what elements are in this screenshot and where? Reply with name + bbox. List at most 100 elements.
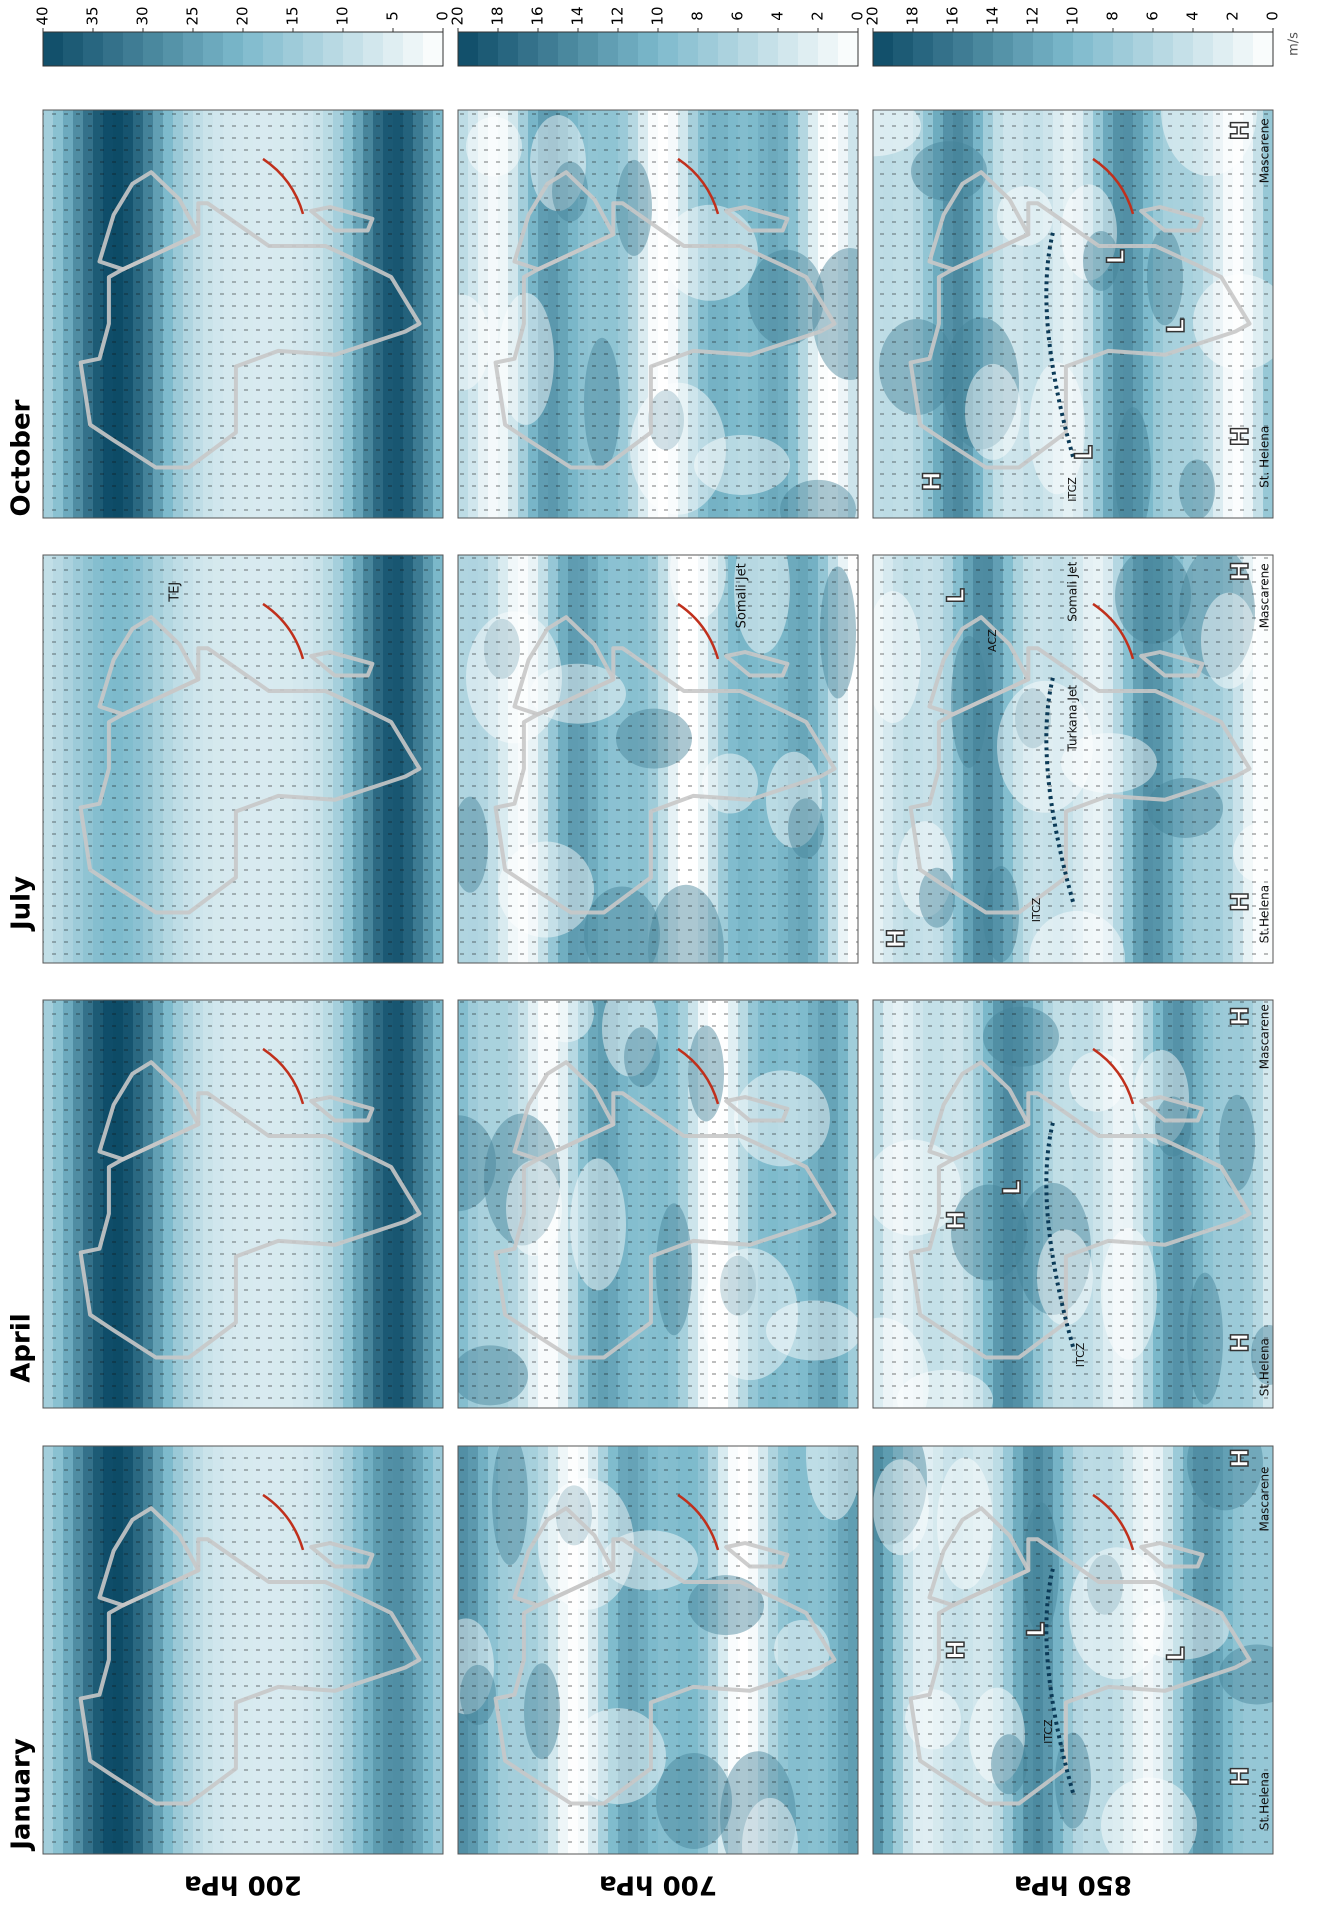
pressure-center: H (942, 1210, 970, 1230)
colorbar-tick-label: 2 (1224, 11, 1242, 21)
colorbar-tick-label: 5 (384, 11, 402, 21)
colorbar-segment (103, 32, 124, 66)
map-panel (434, 110, 888, 540)
colorbar-segment (223, 32, 244, 66)
map-annotation: St.Helena (1258, 1772, 1272, 1830)
colorbar-segment (838, 32, 859, 66)
colorbar-segment (1153, 32, 1174, 66)
colorbar-segment (1213, 32, 1234, 66)
colorbar-segment (1193, 32, 1214, 66)
month-label: April (7, 1313, 37, 1382)
colorbar-tick-label: 12 (1024, 6, 1042, 25)
wind-vectors (43, 1446, 443, 1854)
pressure-center: H (1226, 1006, 1254, 1026)
map-annotation: ITCZ (1066, 477, 1079, 502)
panel-content (43, 110, 444, 518)
map-annotation: ITCZ (1074, 1342, 1087, 1367)
colorbar-tick-label: 10 (1064, 6, 1082, 25)
map-annotation: Turkana Jet (1066, 685, 1080, 753)
map-panel: HSt.HelenaHMascareneHLLITCZ (851, 1413, 1295, 1874)
pressure-center: H (918, 471, 946, 491)
colorbar-tick-label: 20 (864, 6, 882, 25)
colorbar-segment (973, 32, 994, 66)
colorbar-segment (1053, 32, 1074, 66)
colorbar-segment (598, 32, 619, 66)
colorbar-segment (1133, 32, 1154, 66)
wind-vectors (458, 1000, 858, 1408)
pressure-center: H (1226, 1333, 1254, 1353)
map-annotation: ITCZ (1042, 1719, 1055, 1744)
pressure-center: L (1022, 1622, 1050, 1637)
map-annotation: St. Helena (1258, 426, 1272, 488)
pressure-center: L (1162, 319, 1190, 334)
colorbar-tick-label: 10 (334, 6, 352, 25)
colorbar-segment (718, 32, 739, 66)
colorbar-segment (578, 32, 599, 66)
colorbar-segment (203, 32, 224, 66)
pressure-center: L (1162, 1646, 1190, 1661)
colorbar-tick-label: 4 (769, 11, 787, 21)
colorbar-tick-label: 14 (569, 6, 587, 25)
colorbar-tick-label: 0 (1264, 11, 1282, 21)
colorbar-tick-label: 14 (984, 6, 1002, 25)
map-annotation: ACZ (986, 629, 999, 652)
colorbar-tick-label: 25 (184, 6, 202, 25)
panel-content (833, 1000, 1287, 1450)
colorbar-segment (423, 32, 444, 66)
colorbar-segment (303, 32, 324, 66)
colorbar-tick-label: 30 (134, 6, 152, 25)
colorbar-tick-label: 16 (944, 6, 962, 25)
colorbar-segment (698, 32, 719, 66)
map-annotation: TEJ (168, 582, 183, 603)
colorbar-segment (758, 32, 779, 66)
colorbar-segment (893, 32, 914, 66)
colorbar-segment (403, 32, 424, 66)
colorbar-segment (1113, 32, 1134, 66)
colorbar-segment (383, 32, 404, 66)
map-annotation: Mascarene (1258, 118, 1272, 183)
wind-vectors (458, 1446, 858, 1854)
panel-content (438, 1388, 862, 1894)
colorbar-tick-label: 4 (1184, 11, 1202, 21)
colorbar-tick-label: 18 (489, 6, 507, 25)
colorbar-tick-label: 2 (809, 11, 827, 21)
colorbar-segment (323, 32, 344, 66)
colorbar-segment (283, 32, 304, 66)
colorbar-tick-label: 20 (234, 6, 252, 25)
map-annotation: Mascarene (1258, 1004, 1272, 1069)
level-label: 200 hPa (184, 1870, 302, 1900)
colorbar-segment (1073, 32, 1094, 66)
map-panel: HSt.HelenaHMascareneHLITCZ (833, 1000, 1287, 1450)
wind-vectors (43, 110, 443, 518)
panel-content (43, 555, 444, 963)
pressure-center: H (1226, 1448, 1254, 1468)
map-annotation: Mascarene (1258, 1467, 1272, 1532)
map-panel (420, 981, 862, 1408)
colorbar-segment (558, 32, 579, 66)
colorbar-tick-label: 18 (904, 6, 922, 25)
colorbar-segment (1253, 32, 1274, 66)
colorbar-tick-label: 10 (649, 6, 667, 25)
colorbar-segment (818, 32, 839, 66)
map-panel (43, 1000, 444, 1408)
pressure-center: H (1226, 892, 1254, 912)
colorbar-segment (263, 32, 284, 66)
panel-content (452, 522, 859, 1017)
pressure-center: H (1226, 561, 1254, 581)
panel-content (43, 1000, 444, 1408)
colorbar-segment (1093, 32, 1114, 66)
panel-content (43, 1446, 444, 1854)
colorbar-segment (183, 32, 204, 66)
map-panel (43, 110, 444, 518)
colorbar-tick-label: 40 (34, 6, 52, 25)
colorbar-segment (243, 32, 264, 66)
colorbar-segment (538, 32, 559, 66)
map-panel: HSt. HelenaHMascareneLLLHITCZ (825, 44, 1289, 539)
map-panel (43, 1446, 444, 1854)
colorbar-segment (638, 32, 659, 66)
wind-vectors (458, 555, 858, 963)
map-annotation: Somali Jet (1066, 561, 1080, 621)
colorbar-segment (1233, 32, 1254, 66)
colorbar-tick-label: 35 (84, 6, 102, 25)
colorbar-tick-label: 15 (284, 6, 302, 25)
